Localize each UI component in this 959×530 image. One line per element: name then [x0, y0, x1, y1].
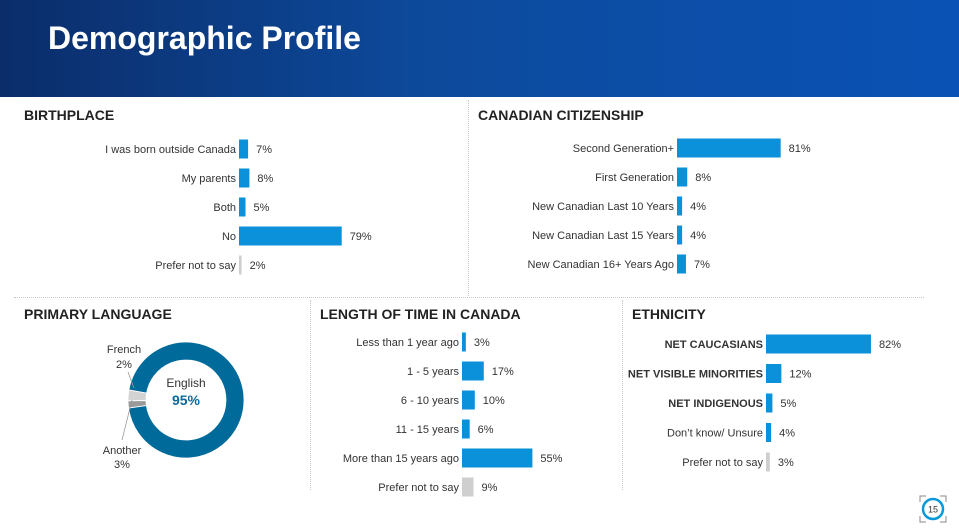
data-label: 17% — [492, 366, 514, 378]
bar — [462, 361, 484, 381]
language-title: PRIMARY LANGUAGE — [24, 306, 172, 322]
data-label: 9% — [482, 482, 498, 494]
citizenship-chart: Second Generation+ 81% First Generation 8% N… — [528, 138, 811, 274]
ethnicity-chart: NET CAUCASIANS 82% NET VISIBLE MINORITIES 1… — [628, 334, 901, 472]
donut-value-another: 3% — [114, 459, 130, 471]
data-label: 4% — [779, 428, 795, 440]
bar — [462, 477, 474, 497]
data-label: 5% — [780, 398, 796, 410]
bar — [766, 452, 770, 472]
donut-value-english: 95% — [172, 392, 201, 408]
divider-horizontal — [14, 297, 924, 298]
data-label: 12% — [789, 369, 811, 381]
data-label: 55% — [540, 453, 562, 465]
birthplace-chart: I was born outside Canada 7% My parents 8% B… — [105, 139, 372, 275]
category-label: Less than 1 year ago — [356, 337, 459, 349]
category-label: Prefer not to say — [378, 482, 459, 494]
birthplace-title: BIRTHPLACE — [24, 107, 115, 123]
bar — [766, 393, 773, 413]
category-label: Don’t know/ Unsure — [667, 428, 763, 440]
data-label: 4% — [690, 201, 706, 213]
category-label: No — [222, 231, 236, 243]
donut-label-english: English — [166, 376, 205, 390]
data-label: 2% — [250, 260, 266, 272]
data-label: 79% — [350, 231, 372, 243]
bar — [239, 255, 242, 275]
data-label: 81% — [789, 143, 811, 155]
data-label: 8% — [257, 173, 273, 185]
data-label: 6% — [478, 424, 494, 436]
page-number: 15 — [928, 505, 938, 515]
data-label: 8% — [695, 172, 711, 184]
page-number-badge: 15 — [919, 495, 947, 523]
category-label: New Canadian Last 15 Years — [532, 230, 674, 242]
bar — [239, 139, 249, 159]
data-label: 5% — [254, 202, 270, 214]
category-label: 1 - 5 years — [407, 366, 459, 378]
bar — [462, 448, 533, 468]
bar — [677, 254, 686, 274]
category-label: NET CAUCASIANS — [665, 339, 763, 351]
category-label: Prefer not to say — [682, 457, 763, 469]
category-label: Both — [213, 202, 236, 214]
data-label: 10% — [483, 395, 505, 407]
data-label: 3% — [474, 337, 490, 349]
bar — [239, 226, 342, 246]
category-label: NET VISIBLE MINORITIES — [628, 369, 763, 381]
bar — [766, 334, 871, 354]
donut-label-another: Another — [103, 445, 142, 457]
title-banner: Demographic Profile — [0, 0, 959, 97]
category-label: I was born outside Canada — [105, 144, 237, 156]
divider-top-vertical — [468, 100, 469, 296]
citizenship-title: CANADIAN CITIZENSHIP — [478, 107, 644, 123]
leader-line-another — [121, 399, 133, 441]
language-donut-chart: French 2% English 95% Another 3% — [103, 341, 245, 471]
divider-bottom-left — [310, 300, 311, 490]
bar — [239, 197, 246, 217]
category-label: New Canadian 16+ Years Ago — [528, 259, 674, 271]
category-label: 6 - 10 years — [401, 395, 460, 407]
category-label: New Canadian Last 10 Years — [532, 201, 674, 213]
bar — [766, 364, 782, 383]
category-label: My parents — [182, 173, 237, 185]
bar — [677, 167, 688, 187]
bar — [239, 168, 250, 188]
category-label: First Generation — [595, 172, 674, 184]
data-label: 82% — [879, 339, 901, 351]
page-title: Demographic Profile — [48, 20, 361, 56]
bar — [677, 138, 781, 158]
category-label: Prefer not to say — [155, 260, 236, 272]
bar — [462, 332, 466, 352]
divider-bottom-right — [622, 300, 623, 490]
category-label: More than 15 years ago — [343, 453, 459, 465]
bar — [462, 419, 470, 439]
bar — [766, 423, 772, 442]
data-label: 7% — [694, 259, 710, 271]
donut-label-french: French — [107, 344, 141, 356]
ethnicity-title: ETHNICITY — [632, 306, 706, 322]
donut-value-french: 2% — [116, 359, 132, 371]
data-label: 3% — [778, 457, 794, 469]
data-label: 4% — [690, 230, 706, 242]
length-title: LENGTH OF TIME IN CANADA — [320, 306, 521, 322]
category-label: 11 - 15 years — [396, 424, 460, 436]
data-label: 7% — [256, 144, 272, 156]
bar — [677, 225, 683, 245]
category-label: Second Generation+ — [573, 143, 674, 155]
leader-line-french — [127, 371, 135, 389]
donut-slice-english — [128, 341, 245, 459]
length-chart: Less than 1 year ago 3% 1 - 5 years 17% 6 - … — [343, 332, 563, 497]
bar — [462, 390, 475, 410]
bar — [677, 196, 683, 216]
category-label: NET INDIGENOUS — [668, 398, 763, 410]
